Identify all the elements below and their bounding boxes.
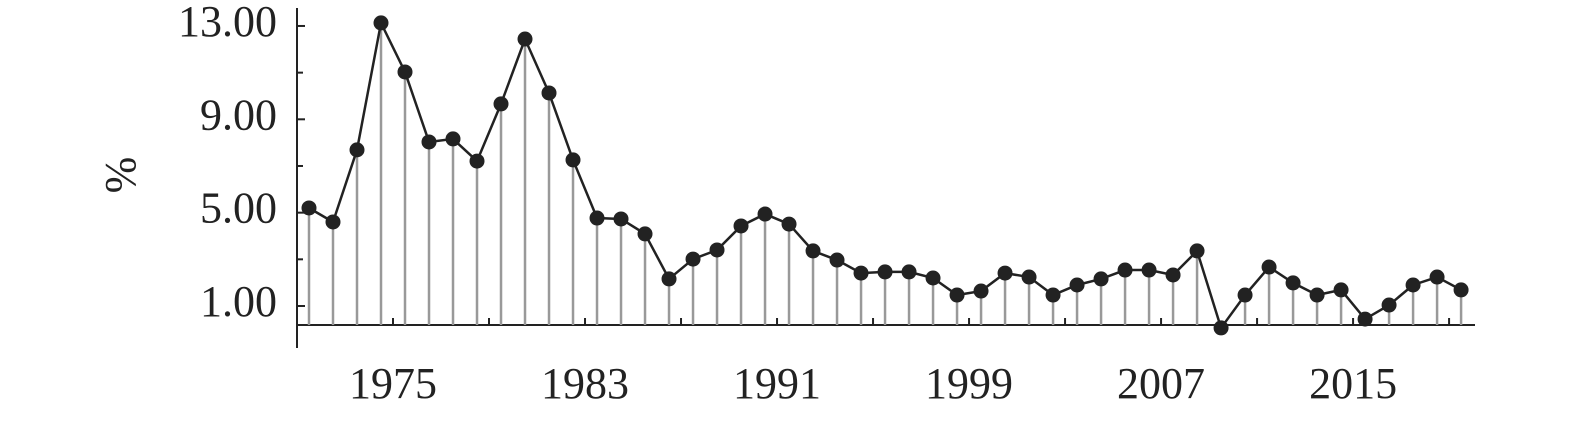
point <box>1117 262 1133 278</box>
point <box>1381 297 1397 313</box>
point <box>997 265 1013 281</box>
x-tick-label: 2015 <box>1309 359 1397 408</box>
point <box>1093 271 1109 287</box>
point <box>301 200 317 216</box>
point <box>1165 267 1181 283</box>
y-tick-label: 1.00 <box>200 277 277 326</box>
point <box>877 264 893 280</box>
y-tick-label: 9.00 <box>200 90 277 139</box>
point <box>1237 287 1253 303</box>
y-axis-label: % <box>96 157 145 194</box>
point <box>373 15 389 31</box>
point <box>1309 287 1325 303</box>
point <box>1021 269 1037 285</box>
point <box>445 131 461 147</box>
point <box>1189 243 1205 259</box>
x-tick-label: 1999 <box>925 359 1013 408</box>
point <box>1285 275 1301 291</box>
point <box>637 226 653 242</box>
point <box>1333 282 1349 298</box>
point <box>949 287 965 303</box>
point <box>397 64 413 80</box>
point <box>901 264 917 280</box>
point <box>1069 277 1085 293</box>
point <box>829 252 845 268</box>
point <box>613 211 629 227</box>
point <box>493 96 509 112</box>
point <box>469 153 485 169</box>
point <box>733 218 749 234</box>
point <box>1357 311 1373 327</box>
point <box>805 243 821 259</box>
point <box>349 142 365 158</box>
point <box>781 216 797 232</box>
point <box>1261 259 1277 275</box>
point <box>1453 282 1469 298</box>
point <box>685 251 701 267</box>
point <box>1141 262 1157 278</box>
point <box>709 242 725 258</box>
point <box>973 283 989 299</box>
point <box>565 152 581 168</box>
point <box>1045 287 1061 303</box>
point <box>1429 269 1445 285</box>
point <box>661 271 677 287</box>
y-tick-label: 13.00 <box>178 0 277 46</box>
point <box>541 85 557 101</box>
point <box>853 265 869 281</box>
x-tick-label: 2007 <box>1117 359 1205 408</box>
y-tick-label: 5.00 <box>200 184 277 233</box>
point <box>1213 320 1229 336</box>
point <box>757 206 773 222</box>
point <box>421 134 437 150</box>
point <box>517 31 533 47</box>
point <box>589 210 605 226</box>
x-tick-label: 1991 <box>733 359 821 408</box>
point <box>325 214 341 230</box>
point <box>925 270 941 286</box>
x-tick-label: 1983 <box>541 359 629 408</box>
x-tick-label: 1975 <box>349 359 437 408</box>
point <box>1405 277 1421 293</box>
